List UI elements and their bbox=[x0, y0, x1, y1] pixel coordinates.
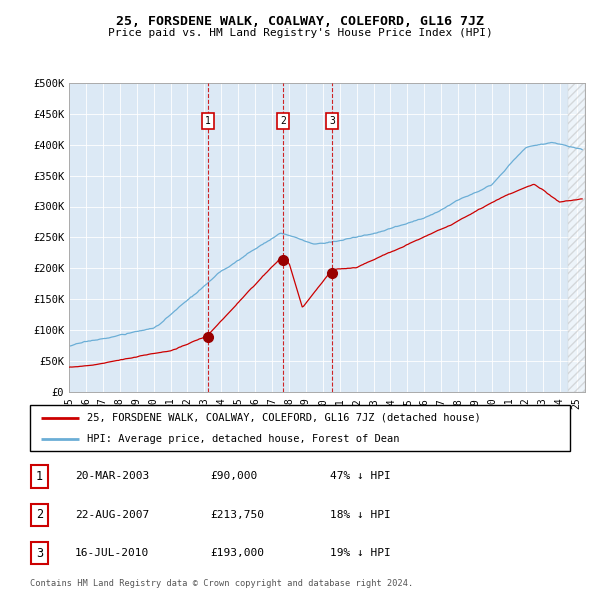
Text: £193,000: £193,000 bbox=[210, 548, 264, 558]
Text: Price paid vs. HM Land Registry's House Price Index (HPI): Price paid vs. HM Land Registry's House … bbox=[107, 28, 493, 38]
Text: 1: 1 bbox=[205, 116, 211, 126]
Text: 2: 2 bbox=[36, 508, 43, 522]
Text: 20-MAR-2003: 20-MAR-2003 bbox=[75, 471, 149, 481]
Text: 25, FORSDENE WALK, COALWAY, COLEFORD, GL16 7JZ: 25, FORSDENE WALK, COALWAY, COLEFORD, GL… bbox=[116, 15, 484, 28]
Text: 18% ↓ HPI: 18% ↓ HPI bbox=[330, 510, 391, 520]
Text: 19% ↓ HPI: 19% ↓ HPI bbox=[330, 548, 391, 558]
Text: 1: 1 bbox=[36, 470, 43, 483]
Text: £90,000: £90,000 bbox=[210, 471, 257, 481]
Text: 3: 3 bbox=[36, 546, 43, 560]
Text: 22-AUG-2007: 22-AUG-2007 bbox=[75, 510, 149, 520]
Text: Contains HM Land Registry data © Crown copyright and database right 2024.
This d: Contains HM Land Registry data © Crown c… bbox=[30, 579, 413, 590]
Text: 3: 3 bbox=[329, 116, 335, 126]
Text: 16-JUL-2010: 16-JUL-2010 bbox=[75, 548, 149, 558]
Text: 47% ↓ HPI: 47% ↓ HPI bbox=[330, 471, 391, 481]
Text: HPI: Average price, detached house, Forest of Dean: HPI: Average price, detached house, Fore… bbox=[86, 434, 399, 444]
Text: 25, FORSDENE WALK, COALWAY, COLEFORD, GL16 7JZ (detached house): 25, FORSDENE WALK, COALWAY, COLEFORD, GL… bbox=[86, 413, 481, 423]
Text: £213,750: £213,750 bbox=[210, 510, 264, 520]
Text: 2: 2 bbox=[280, 116, 286, 126]
